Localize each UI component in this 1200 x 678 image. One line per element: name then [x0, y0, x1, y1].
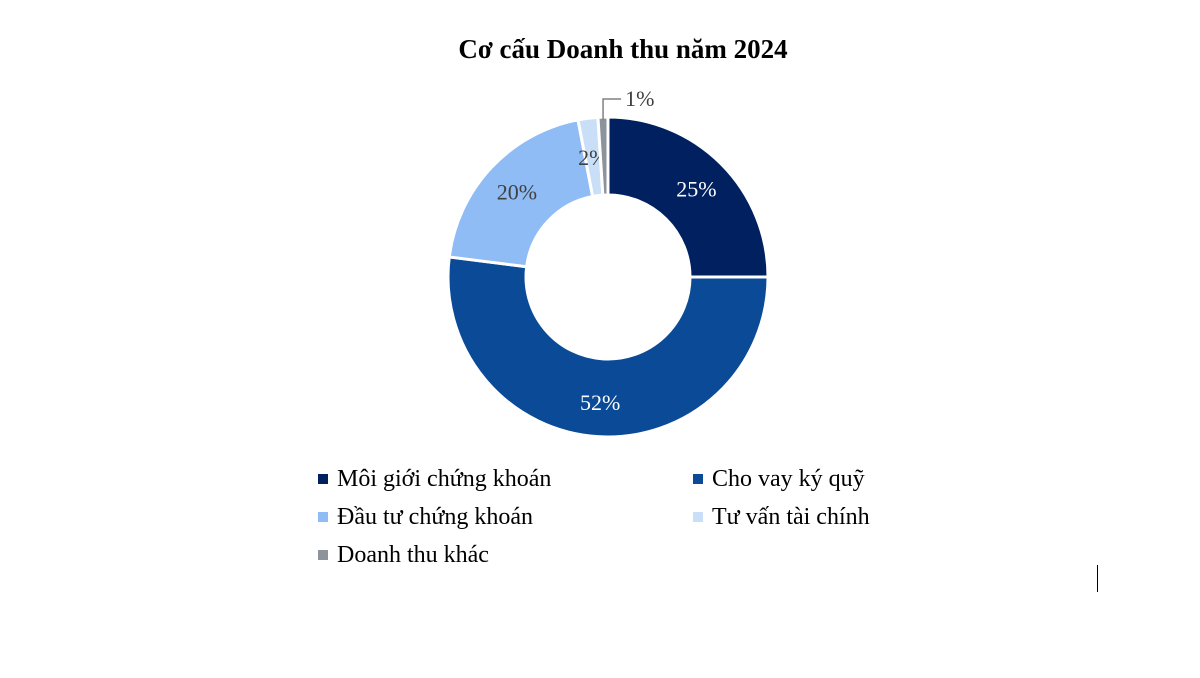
chart-title: Cơ cấu Doanh thu năm 2024: [458, 34, 788, 64]
legend-label-cho-vay: Cho vay ký quỹ: [712, 465, 865, 492]
slice-cho-vay: [446, 255, 770, 439]
legend-swatch-moi-gioi: [318, 474, 328, 484]
legend-label-khac: Doanh thu khác: [337, 541, 489, 568]
slice-moi-gioi: [606, 115, 770, 279]
legend-item-tu-van: Tư vấn tài chính: [693, 502, 938, 532]
legend: Môi giới chứng khoán Cho vay ký quỹ Đầu …: [318, 464, 938, 570]
data-label-khac: 1%: [625, 86, 654, 111]
legend-label-tu-van: Tư vấn tài chính: [712, 503, 870, 530]
leader-line-khac: [602, 98, 622, 121]
slice-khac: [596, 115, 610, 197]
slice-dau-tu: [447, 118, 595, 269]
legend-swatch-cho-vay: [693, 474, 703, 484]
legend-swatch-khac: [318, 550, 328, 560]
legend-label-dau-tu: Đầu tư chứng khoán: [337, 503, 533, 530]
legend-label-moi-gioi: Môi giới chứng khoán: [337, 465, 552, 492]
data-label-dau-tu: 20%: [497, 179, 537, 204]
legend-item-moi-gioi: Môi giới chứng khoán: [318, 464, 693, 494]
legend-item-khac: Doanh thu khác: [318, 540, 693, 570]
legend-item-cho-vay: Cho vay ký quỹ: [693, 464, 938, 494]
data-label-cho-vay: 52%: [580, 390, 620, 415]
legend-swatch-dau-tu: [318, 512, 328, 522]
data-label-moi-gioi: 25%: [676, 177, 716, 202]
legend-item-dau-tu: Đầu tư chứng khoán: [318, 502, 693, 532]
text-cursor: [1097, 565, 1098, 592]
legend-swatch-tu-van: [693, 512, 703, 522]
